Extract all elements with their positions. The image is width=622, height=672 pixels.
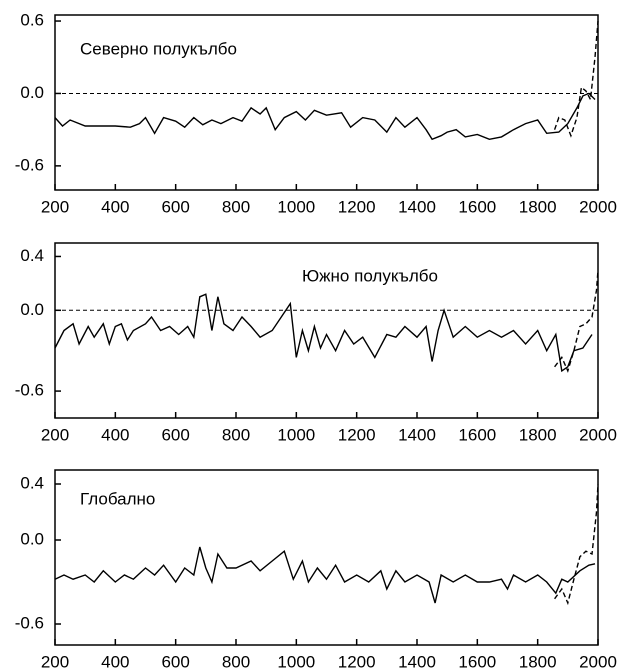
x-tick-label: 600 [161, 425, 189, 444]
y-tick-label: -0.6 [15, 155, 44, 174]
plot-frame [54, 242, 599, 419]
x-tick-label: 1800 [519, 652, 557, 671]
y-tick-label: 0.0 [20, 300, 44, 319]
x-tick-label: 400 [101, 197, 129, 216]
y-tick-label: -0.6 [15, 381, 44, 400]
x-tick-label: 600 [161, 197, 189, 216]
x-tick-label: 2000 [579, 652, 617, 671]
data-line [554, 269, 599, 373]
x-tick-label: 1400 [398, 425, 436, 444]
x-tick-label: 1200 [338, 197, 376, 216]
data-line [54, 546, 596, 604]
data-line [54, 293, 593, 373]
panel-title: Глобално [80, 489, 155, 508]
plot-frame [54, 14, 599, 191]
panel-title: Северно полукълбо [80, 39, 237, 58]
x-tick-label: 800 [222, 652, 250, 671]
x-tick-label: 2000 [579, 197, 617, 216]
x-tick-label: 1200 [338, 425, 376, 444]
y-tick-label: 0.0 [20, 529, 44, 548]
x-tick-label: 1600 [458, 197, 496, 216]
y-tick-label: 0.0 [20, 83, 44, 102]
data-line [553, 20, 599, 138]
data-line [554, 483, 599, 606]
x-tick-label: 1400 [398, 652, 436, 671]
x-tick-label: 1800 [519, 197, 557, 216]
x-tick-label: 1400 [398, 197, 436, 216]
x-tick-label: 1800 [519, 425, 557, 444]
x-tick-label: 200 [41, 197, 69, 216]
x-tick-label: 1200 [338, 652, 376, 671]
x-tick-label: 200 [41, 652, 69, 671]
plot-frame [54, 469, 599, 646]
panel-title: Южно полукълбо [302, 266, 438, 285]
x-tick-label: 1000 [277, 425, 315, 444]
x-tick-label: 600 [161, 652, 189, 671]
y-tick-label: 0.6 [20, 11, 44, 30]
x-tick-label: 1000 [277, 652, 315, 671]
x-tick-label: 2000 [579, 425, 617, 444]
x-tick-label: 800 [222, 197, 250, 216]
x-tick-label: 1000 [277, 197, 315, 216]
x-tick-label: 400 [101, 425, 129, 444]
y-tick-label: 0.4 [20, 473, 44, 492]
x-tick-label: 200 [41, 425, 69, 444]
x-tick-label: 400 [101, 652, 129, 671]
y-tick-label: -0.6 [15, 613, 44, 632]
x-tick-label: 1600 [458, 425, 496, 444]
x-tick-label: 1600 [458, 652, 496, 671]
data-line [54, 92, 596, 141]
y-tick-label: 0.4 [20, 246, 44, 265]
x-tick-label: 800 [222, 425, 250, 444]
